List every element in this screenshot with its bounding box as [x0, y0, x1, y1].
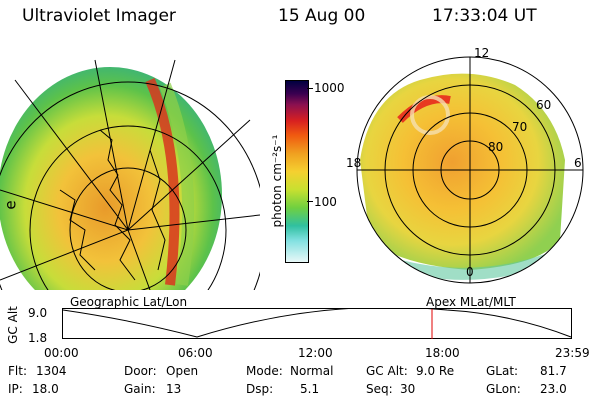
orbit-xtick-0000: 00:00	[44, 346, 79, 360]
colorbar-tick-100	[307, 201, 313, 202]
app-title: Ultraviolet Imager	[22, 6, 176, 26]
geographic-image	[0, 59, 260, 290]
geographic-panel-title: Geographic Lat/Lon	[70, 295, 188, 309]
gain-value: 13	[166, 382, 182, 396]
mlt-label-12: 12	[474, 46, 490, 60]
colorbar	[285, 80, 309, 263]
polar-plot	[356, 56, 584, 284]
orbit-xtick-1800: 18:00	[425, 346, 460, 360]
mode-value: Normal	[290, 364, 334, 378]
polar-emission-region	[360, 73, 565, 270]
geo-side-label: e	[1, 200, 20, 210]
orbit-frame	[62, 308, 572, 339]
geo-auroral-arc	[145, 77, 180, 286]
apex-panel-title: Apex MLat/MLT	[426, 295, 516, 309]
geo-grid	[0, 59, 260, 290]
glon-label: GLon:	[486, 382, 521, 396]
ip-value: 18.0	[32, 382, 59, 396]
orbit-ylabel: GC Alt	[5, 306, 20, 344]
mlat-label-70: 70	[512, 120, 528, 134]
orbit-xtick-2359: 23:59	[555, 346, 590, 360]
seq-label: Seq:	[366, 382, 393, 396]
glon-value: 23.0	[540, 382, 567, 396]
colorbar-tick-label-100: 100	[314, 195, 337, 209]
mode-label: Mode:	[246, 364, 283, 378]
orbit-ytick-1: 1.8	[28, 331, 48, 345]
dsp-label: Dsp:	[246, 382, 274, 396]
gain-label: Gain:	[124, 382, 156, 396]
colorbar-unit-label: photon cm⁻²s⁻¹	[270, 134, 284, 228]
orbit-plot	[62, 308, 572, 339]
mlt-label-18: 18	[346, 156, 362, 170]
ip-label: IP:	[8, 382, 23, 396]
orbit-altitude-curve	[62, 308, 572, 338]
colorbar-tick-1000	[307, 88, 313, 89]
geo-coastlines	[59, 129, 166, 281]
glat-value: 81.7	[540, 364, 567, 378]
mlat-label-60: 60	[536, 98, 552, 112]
orbit-xtick-0600: 06:00	[178, 346, 213, 360]
mlt-label-6: 6	[574, 156, 582, 170]
seq-value: 30	[400, 382, 416, 396]
dsp-value: 5.1	[300, 382, 320, 396]
flt-label: Flt:	[8, 364, 27, 378]
polar-grid	[356, 56, 584, 284]
door-value: Open	[166, 364, 199, 378]
gcalt-label: GC Alt:	[366, 364, 408, 378]
colorbar-tick-label-1000: 1000	[314, 81, 345, 95]
mlat-label-80: 80	[488, 140, 504, 154]
door-label: Door:	[124, 364, 157, 378]
orbit-ytick-9: 9.0	[28, 306, 48, 320]
glat-label: GLat:	[486, 364, 519, 378]
time-label: 17:33:04 UT	[432, 6, 537, 26]
gcalt-value: 9.0 Re	[416, 364, 455, 378]
mlt-label-0: 0	[466, 265, 474, 279]
orbit-xtick-1200: 12:00	[298, 346, 333, 360]
flt-value: 1304	[36, 364, 67, 378]
date-label: 15 Aug 00	[278, 6, 366, 26]
